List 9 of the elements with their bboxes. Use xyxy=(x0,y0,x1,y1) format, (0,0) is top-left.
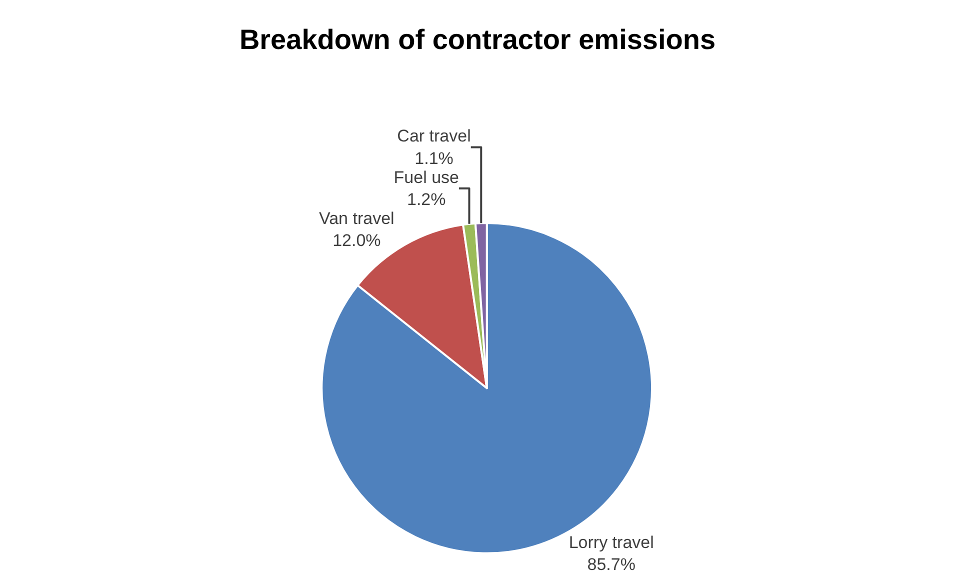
slice-label: Lorry travel xyxy=(568,533,654,552)
data-label: 1.1% xyxy=(414,148,454,168)
slice-label: Fuel use xyxy=(394,168,459,187)
data-label: 12.0% xyxy=(332,231,381,250)
slice-label: Car travel xyxy=(397,126,471,146)
data-label: 1.2% xyxy=(406,190,446,209)
data-label: 85.7% xyxy=(587,555,636,574)
slice-label: Van travel xyxy=(319,208,394,228)
chart-title: Breakdown of contractor emissions xyxy=(239,24,716,55)
